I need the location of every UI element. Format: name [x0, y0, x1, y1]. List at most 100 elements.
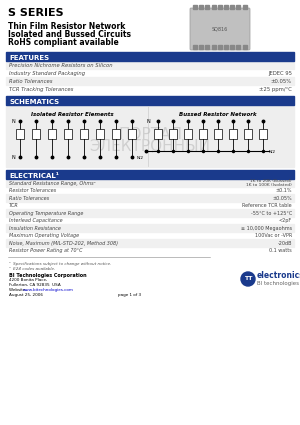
Bar — [48, 129, 56, 139]
Text: Standard Resistance Range, Ohms²: Standard Resistance Range, Ohms² — [9, 181, 96, 186]
Text: Operating Temperature Range: Operating Temperature Range — [9, 211, 83, 216]
Bar — [112, 129, 120, 139]
Text: <2pF: <2pF — [279, 218, 292, 223]
Text: Maximum Operating Voltage: Maximum Operating Voltage — [9, 233, 79, 238]
Text: Isolated Resistor Elements: Isolated Resistor Elements — [31, 112, 113, 117]
Bar — [214, 129, 222, 139]
Text: Bussed Resistor Network: Bussed Resistor Network — [179, 112, 257, 117]
Text: TCR Tracking Tolerances: TCR Tracking Tolerances — [9, 87, 74, 92]
Bar — [199, 5, 203, 9]
Text: ±0.05%: ±0.05% — [271, 79, 292, 84]
Bar — [229, 129, 237, 139]
Bar — [6, 77, 294, 85]
Bar — [230, 5, 234, 9]
Text: 1K to 20K (Bussed): 1K to 20K (Bussed) — [250, 179, 292, 183]
Text: Isolated and Bussed Circuits: Isolated and Bussed Circuits — [8, 30, 131, 39]
Bar — [6, 239, 294, 246]
Text: 100Vac or -VPR: 100Vac or -VPR — [255, 233, 292, 238]
Text: RoHS compliant available: RoHS compliant available — [8, 38, 119, 47]
Bar — [193, 45, 197, 49]
Text: N/2: N/2 — [137, 156, 144, 160]
Bar — [32, 129, 40, 139]
Bar — [64, 129, 72, 139]
Text: BI technologies: BI technologies — [257, 281, 299, 286]
Bar — [184, 129, 192, 139]
Circle shape — [241, 272, 255, 286]
Bar — [6, 96, 294, 105]
Text: Insulation Resistance: Insulation Resistance — [9, 226, 61, 231]
Text: 4200 Bonita Place,: 4200 Bonita Place, — [9, 278, 47, 282]
Text: N: N — [11, 119, 15, 124]
Bar — [6, 209, 294, 216]
FancyBboxPatch shape — [190, 8, 250, 50]
Bar — [6, 52, 294, 61]
Text: Ratio Tolerances: Ratio Tolerances — [9, 79, 52, 84]
Text: ±0.1%: ±0.1% — [275, 188, 292, 193]
Text: N: N — [11, 155, 15, 159]
Text: Noise, Maximum (MIL-STD-202, Method 308): Noise, Maximum (MIL-STD-202, Method 308) — [9, 241, 118, 246]
Text: ELECTRICAL¹: ELECTRICAL¹ — [9, 173, 59, 178]
Bar — [218, 45, 222, 49]
Bar — [193, 5, 197, 9]
Bar — [80, 129, 88, 139]
Text: Interlead Capacitance: Interlead Capacitance — [9, 218, 63, 223]
Bar — [244, 129, 252, 139]
Text: FEATURES: FEATURES — [9, 54, 49, 60]
Text: ЭЛЕКТРОННЫЙ: ЭЛЕКТРОННЫЙ — [89, 139, 211, 153]
Bar — [230, 45, 234, 49]
Text: page 1 of 3: page 1 of 3 — [118, 293, 142, 297]
Text: S SERIES: S SERIES — [8, 8, 64, 18]
Text: ±25 ppm/°C: ±25 ppm/°C — [259, 87, 292, 92]
Text: Website:: Website: — [9, 288, 29, 292]
Bar — [6, 179, 294, 187]
Bar — [199, 45, 203, 49]
Text: ≥ 10,000 Megaohms: ≥ 10,000 Megaohms — [241, 226, 292, 231]
Text: August 25, 2006: August 25, 2006 — [9, 293, 43, 297]
Bar — [236, 45, 240, 49]
Bar — [243, 5, 247, 9]
Text: Resistor Tolerances: Resistor Tolerances — [9, 188, 56, 193]
Text: Resistor Power Rating at 70°C: Resistor Power Rating at 70°C — [9, 248, 82, 253]
Text: ±0.05%: ±0.05% — [272, 196, 292, 201]
Bar — [169, 129, 177, 139]
Text: ПОРТАЛ: ПОРТАЛ — [118, 127, 182, 142]
Text: ¹  Specifications subject to change without notice.: ¹ Specifications subject to change witho… — [9, 262, 111, 266]
Bar — [224, 45, 228, 49]
Bar — [218, 5, 222, 9]
Text: ²  E24 codes available.: ² E24 codes available. — [9, 267, 55, 271]
Text: TCR: TCR — [9, 203, 19, 208]
Text: N: N — [146, 119, 150, 124]
Text: -20dB: -20dB — [278, 241, 292, 246]
Text: Thin Film Resistor Network: Thin Film Resistor Network — [8, 22, 125, 31]
Bar — [212, 45, 216, 49]
Text: electronics: electronics — [257, 272, 300, 280]
Text: TT: TT — [244, 277, 252, 281]
Text: Fullerton, CA 92835  USA: Fullerton, CA 92835 USA — [9, 283, 61, 287]
Text: SQ816: SQ816 — [212, 26, 228, 31]
Text: JEDEC 95: JEDEC 95 — [268, 71, 292, 76]
Text: Reference TCR table: Reference TCR table — [242, 203, 292, 208]
Bar — [96, 129, 104, 139]
Bar — [259, 129, 267, 139]
Bar — [6, 170, 294, 179]
Bar — [199, 129, 207, 139]
Text: www.bitechnologies.com: www.bitechnologies.com — [23, 288, 74, 292]
Bar — [154, 129, 162, 139]
Text: N/2: N/2 — [269, 150, 276, 154]
Bar — [212, 5, 216, 9]
Bar — [243, 45, 247, 49]
Text: -55°C to +125°C: -55°C to +125°C — [251, 211, 292, 216]
Text: SCHEMATICS: SCHEMATICS — [9, 99, 59, 105]
Bar — [6, 224, 294, 232]
Bar — [128, 129, 136, 139]
Bar — [16, 129, 24, 139]
Text: Industry Standard Packaging: Industry Standard Packaging — [9, 71, 85, 76]
Text: 0.1 watts: 0.1 watts — [269, 248, 292, 253]
Bar — [6, 194, 294, 201]
Text: 1K to 100K (Isolated): 1K to 100K (Isolated) — [246, 183, 292, 187]
Bar — [224, 5, 228, 9]
Text: Ratio Tolerances: Ratio Tolerances — [9, 196, 49, 201]
Text: Precision Nichrome Resistors on Silicon: Precision Nichrome Resistors on Silicon — [9, 63, 112, 68]
Bar — [206, 5, 209, 9]
Bar — [206, 45, 209, 49]
